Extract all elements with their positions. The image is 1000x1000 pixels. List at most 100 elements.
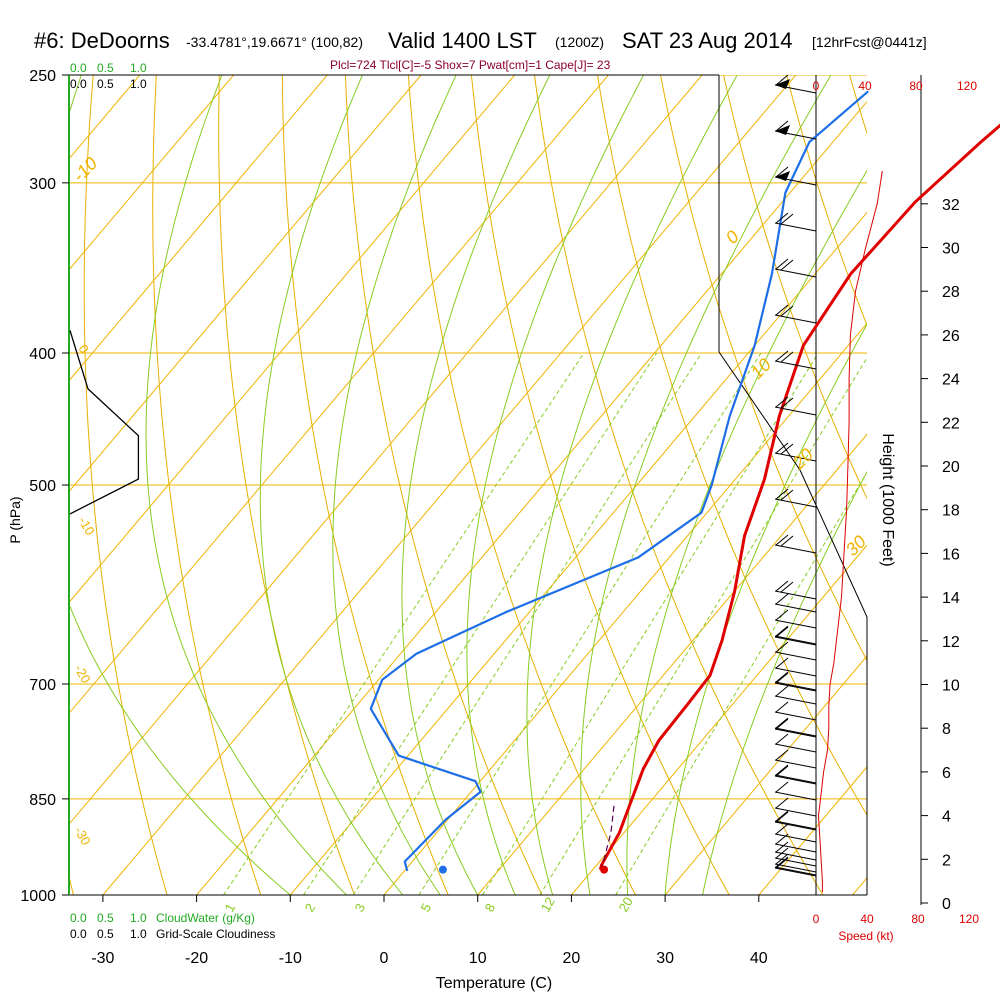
height-tick-label: 22 [942,415,960,432]
wind-barb-feather [775,593,789,605]
wind-barb-staff [774,651,817,661]
moist-adiabat [401,75,551,895]
wind-barb [774,396,817,416]
cloudwater-scale-top: 0.0 [70,61,87,75]
wind-barb-staff [774,406,817,416]
wind-barb [774,580,817,600]
speed-tick-label-bottom: 120 [959,912,979,926]
wind-barb-staff [774,681,817,691]
wind-barb [774,166,817,186]
cloudiness-title: Grid-Scale Cloudiness [156,927,275,941]
wind-barb-staff [774,843,817,853]
cloudwater-scale-top: 0.5 [97,61,114,75]
wind-barb-flag [775,125,790,135]
surface-dewpoint-point [438,865,447,874]
pressure-tick-label: 400 [29,346,56,363]
wind-barb-staff [774,821,817,831]
station-coords: -33.4781°,19.6671° (100,82) [186,34,363,50]
wind-barb [774,609,817,629]
dewpoint-line [369,90,869,872]
chart-title: #6: DeDoorns -33.4781°,19.6671° (100,82)… [0,28,1000,58]
mixing-ratio-line [482,352,819,895]
height-tick-label: 14 [942,590,960,607]
wind-barb-staff [774,743,817,753]
wind-barb [774,797,817,817]
wind-barb-staff [774,268,817,278]
wind-barb-staff [774,635,817,645]
dry-adiabat [534,75,824,895]
wind-barb-feather [775,672,789,684]
wind-barb-feather [780,535,794,547]
wind-barb [774,671,817,691]
cloudwater-scale-bottom: 1.0 [130,911,147,925]
wind-barb-feather [775,534,789,546]
height-tick-label: 4 [942,809,951,826]
wind-barb-feather [780,259,794,271]
speed-tick-label-bottom: 40 [860,912,874,926]
temperature-line [598,123,1000,871]
wind-barb-feather [775,212,789,224]
mixing-ratio-line [615,471,867,895]
dry-adiabat [660,75,867,662]
x-tick-label: -30 [91,950,114,967]
speed-tick-label-bottom: 80 [911,912,925,926]
pressure-tick-label: 700 [29,677,56,694]
surface-temperature-point [600,865,609,874]
wind-barb-staff [774,695,817,705]
wind-barb-staff [774,636,817,646]
height-axis-title: Height (1000 Feet) [879,433,896,566]
wind-barb-feather [780,581,794,593]
x-tick-label: 10 [469,950,487,967]
wind-barb-feather [775,685,789,697]
wind-barb-feather [775,488,789,500]
wind-barb-feather [775,857,789,869]
dry-adiabat [344,75,543,895]
moist-adiabat [702,470,867,895]
speed-tick-label-top: 0 [813,79,820,93]
wind-barb [774,856,817,876]
wind-barb-feather [780,397,794,409]
wind-barb [774,534,817,554]
pressure-tick-label: 850 [29,792,56,809]
moist-adiabat [580,75,832,895]
wind-barb-flag [775,79,790,89]
wind-barb [774,833,817,853]
mixing-ratio-line [223,352,585,895]
wind-barb-staff [774,619,817,629]
wind-barb-staff [774,833,817,843]
wind-barb-staff [774,360,817,370]
wind-barb [774,212,817,232]
isotherm-line [69,75,234,271]
wind-barb-staff [774,820,817,830]
wind-barb [774,701,817,721]
isotherm-line [69,75,328,382]
zulu-time: (1200Z) [555,34,605,50]
moist-adiabat [466,75,644,895]
wind-barb [774,442,817,462]
cloudiness-scale-bottom: 0.5 [97,927,114,941]
wind-barb-feather [775,609,789,621]
wind-barb-feather [775,396,789,408]
wind-barb-feather [780,213,794,225]
wind-barb-staff [774,452,817,462]
cloudiness-scale-top: 1.0 [130,77,147,91]
wind-barb [774,823,817,843]
wind-barb-feather [775,764,789,776]
dry-adiabat [597,75,867,816]
wind-barb-staff [774,727,817,737]
cloudiness-scale-bottom: 0.0 [70,927,87,941]
cloudiness-profile [69,330,140,515]
wind-barb-feather [775,74,789,86]
wind-barb-feather [775,626,789,638]
wind-barb [774,74,817,94]
height-tick-label: 8 [942,721,951,738]
wind-barb-feather [775,258,789,270]
wind-barb [774,718,817,738]
speed-tick-label-top: 120 [957,79,977,93]
wind-barb-staff [774,807,817,817]
moist-adiabat [664,323,867,895]
wind-barb-staff [774,544,817,554]
wind-barb-feather [775,733,789,745]
height-tick-label: 16 [942,546,960,563]
wind-barb-staff [774,775,817,785]
